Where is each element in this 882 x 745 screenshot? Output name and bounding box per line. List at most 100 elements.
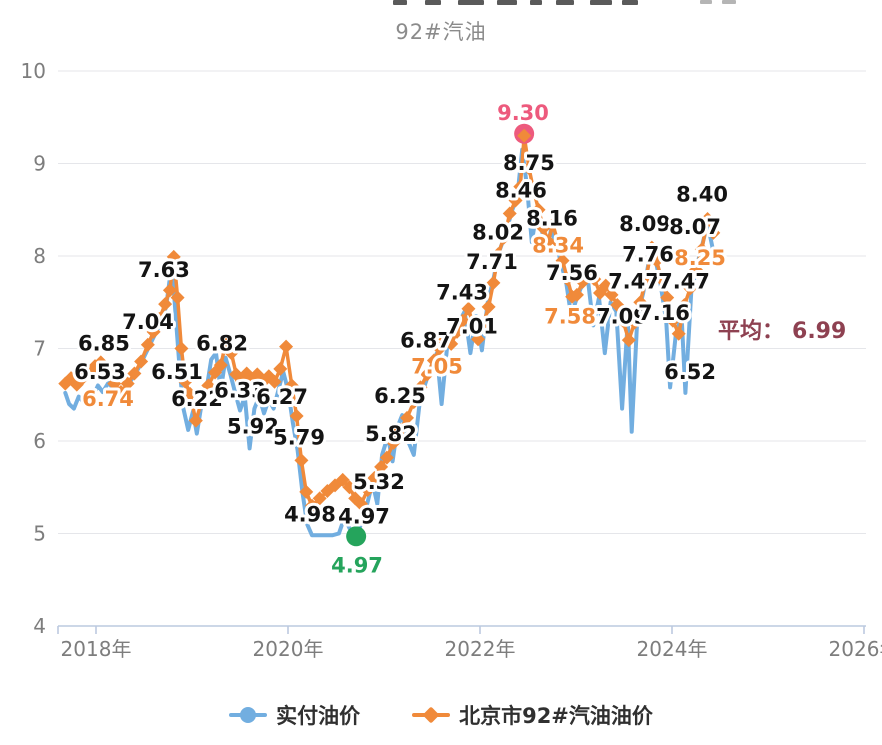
diamond-marker <box>170 290 185 305</box>
diamond-marker <box>502 206 517 221</box>
y-tick-label: 10 <box>21 59 46 83</box>
orange-diamond-marker-icon <box>412 706 451 724</box>
diamond-marker <box>633 295 648 310</box>
diamond-marker <box>639 271 654 286</box>
diamond-marker <box>560 272 575 287</box>
clipped-text-fragment <box>530 0 542 5</box>
point-label: 6.85 <box>78 331 130 355</box>
x-tick-label: 2026年 <box>829 637 882 661</box>
diamond-marker <box>587 272 602 287</box>
diamond-marker <box>444 336 459 351</box>
diamond-marker <box>426 353 441 368</box>
point-label: 5.32 <box>353 470 405 494</box>
point-label: 7.56 <box>546 261 598 285</box>
diamond-marker <box>400 410 415 425</box>
chart-title: 92#汽油 <box>395 20 487 44</box>
diamond-marker <box>393 422 408 437</box>
point-label: 8.07 <box>669 215 721 239</box>
point-label: 7.04 <box>122 310 174 334</box>
clipped-text-fragment <box>590 0 612 5</box>
diamond-marker <box>654 272 669 287</box>
point-label: 6.52 <box>664 360 716 384</box>
diamond-marker <box>194 395 209 410</box>
diamond-marker <box>166 249 181 264</box>
point-label: 8.16 <box>526 206 578 230</box>
point-label: 7.09 <box>596 304 648 328</box>
diamond-marker <box>174 341 189 356</box>
clipped-text-fragment <box>556 0 574 5</box>
diamond-marker <box>152 311 167 326</box>
point-label: 4.97 <box>338 504 390 528</box>
y-tick-label: 9 <box>33 152 46 176</box>
y-tick-label: 7 <box>33 337 46 361</box>
diamond-marker <box>360 483 375 498</box>
point-label: 7.47 <box>608 269 660 293</box>
diamond-marker <box>158 297 173 312</box>
diamond-marker <box>644 240 659 255</box>
legend: 实付油价 北京市92#汽油油价 <box>0 700 882 730</box>
point-label: 6.51 <box>151 360 203 384</box>
diamond-marker <box>219 332 234 347</box>
legend-item-actual-price[interactable]: 实付油价 <box>229 700 360 730</box>
diamond-marker <box>289 409 304 424</box>
diamond-marker <box>569 287 584 302</box>
diamond-marker <box>627 315 642 330</box>
diamond-marker <box>455 313 470 328</box>
point-label: 8.34 <box>532 233 584 257</box>
legend-label-beijing-price: 北京市92#汽油油价 <box>459 704 653 728</box>
diamond-marker <box>604 287 619 302</box>
diamond-marker <box>178 374 193 389</box>
y-tick-label: 8 <box>33 244 46 268</box>
diamond-marker <box>406 395 421 410</box>
diamond-marker <box>508 193 523 208</box>
diamond-marker <box>305 498 319 513</box>
diamond-marker <box>107 376 122 391</box>
diamond-marker <box>466 318 481 333</box>
point-label: 8.09 <box>619 212 671 236</box>
diamond-marker <box>694 242 709 257</box>
x-tick-label: 2022年 <box>445 637 516 661</box>
point-label: 5.92 <box>227 415 279 439</box>
diamond-marker <box>93 355 108 370</box>
diamond-marker <box>598 278 613 293</box>
x-tick-label: 2024年 <box>637 637 708 661</box>
clipped-text-fragment <box>700 0 712 4</box>
diamond-marker <box>491 247 506 262</box>
clipped-text-fragment <box>497 0 517 5</box>
point-label: 9.30 <box>497 101 549 125</box>
clipped-header-strip <box>0 0 882 8</box>
average-annotation: 平均： 6.99 <box>718 313 846 345</box>
point-label: 8.25 <box>674 246 726 270</box>
x-tick-label: 2018年 <box>61 637 132 661</box>
clipped-text-fragment <box>393 0 407 5</box>
diamond-marker <box>545 217 560 232</box>
legend-item-beijing-price[interactable]: 北京市92#汽油油价 <box>412 700 653 730</box>
point-label: 5.82 <box>365 422 417 446</box>
point-label: 7.05 <box>411 354 463 378</box>
point-label: 6.27 <box>256 385 308 409</box>
point-label: 5.79 <box>273 426 325 450</box>
point-label: 7.71 <box>466 250 518 274</box>
diamond-marker <box>113 384 128 399</box>
diamond-marker <box>413 380 428 395</box>
diamond-marker <box>486 275 501 290</box>
point-label: 8.46 <box>495 179 547 203</box>
diamond-marker <box>677 298 692 313</box>
x-tick-label: 2020年 <box>253 637 324 661</box>
diamond-marker <box>273 361 288 376</box>
diamond-marker <box>312 491 327 506</box>
min-point-dot <box>346 526 367 547</box>
point-label: 6.33 <box>214 378 266 402</box>
diamond-marker <box>379 450 394 465</box>
diamond-marker <box>526 184 541 199</box>
diamond-marker <box>134 354 149 369</box>
diamond-marker <box>146 324 161 339</box>
point-label: 4.98 <box>284 502 336 526</box>
diamond-marker <box>616 313 631 328</box>
diamond-marker <box>513 179 528 194</box>
diamond-marker <box>335 472 350 487</box>
diamond-marker <box>367 471 382 485</box>
diamond-marker <box>224 346 239 361</box>
